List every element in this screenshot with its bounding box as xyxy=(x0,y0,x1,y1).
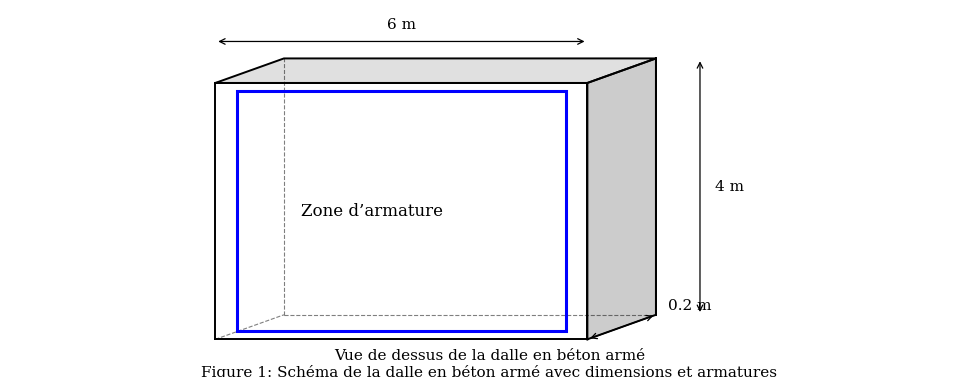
Polygon shape xyxy=(215,58,655,83)
Text: Figure 1: Schéma de la dalle en béton armé avec dimensions et armatures: Figure 1: Schéma de la dalle en béton ar… xyxy=(201,365,777,377)
Bar xyxy=(237,91,565,331)
Text: 6 m: 6 m xyxy=(386,18,416,32)
Polygon shape xyxy=(587,58,655,339)
Text: Zone d’armature: Zone d’armature xyxy=(300,202,442,220)
Text: Vue de dessus de la dalle en béton armé: Vue de dessus de la dalle en béton armé xyxy=(333,349,645,363)
Text: 0.2 m: 0.2 m xyxy=(667,299,710,313)
Text: 4 m: 4 m xyxy=(714,179,743,194)
Polygon shape xyxy=(215,83,587,339)
